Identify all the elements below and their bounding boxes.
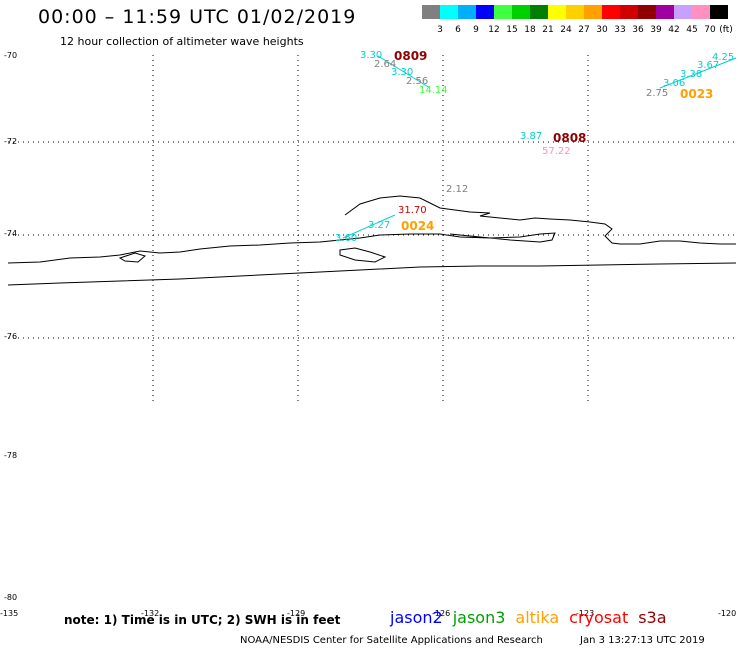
color-scale-swatch bbox=[566, 5, 584, 19]
color-scale-label: 12 bbox=[488, 25, 500, 35]
lat-label: -78 bbox=[4, 451, 18, 460]
swh-label: 2.12 bbox=[446, 184, 469, 195]
color-scale-label: 15 bbox=[506, 25, 518, 35]
color-scale-label: 21 bbox=[542, 25, 554, 35]
color-scale-swatch bbox=[674, 5, 692, 19]
lat-label: -70 bbox=[4, 51, 18, 60]
color-scale-swatch bbox=[494, 5, 512, 19]
ice-shelf-front bbox=[7, 262, 737, 286]
lat-label: -76 bbox=[4, 332, 18, 341]
satellite-legend-item: altika bbox=[515, 608, 560, 627]
satellite-legend-item: s3a bbox=[638, 608, 667, 627]
color-scale-label: 45 bbox=[686, 25, 698, 35]
color-scale-swatch bbox=[548, 5, 566, 19]
color-scale-label: 39 bbox=[650, 25, 662, 35]
swh-label: 31.70 bbox=[398, 205, 427, 216]
color-scale-swatch bbox=[638, 5, 656, 19]
small-island bbox=[118, 252, 147, 263]
swh-label: 3.60 bbox=[335, 233, 358, 244]
color-scale-label: 42 bbox=[668, 25, 680, 35]
swh-label: 2.64 bbox=[374, 59, 397, 70]
swh-label: 14.14 bbox=[419, 85, 448, 96]
color-scale-swatch bbox=[422, 5, 440, 19]
graticule bbox=[8, 55, 736, 405]
altimeter-track bbox=[342, 214, 396, 239]
swh-label: 57.22 bbox=[542, 146, 571, 157]
satellite-legend-item: jason2 bbox=[390, 608, 443, 627]
units-note: note: 1) Time is in UTC; 2) SWH is in fe… bbox=[64, 613, 341, 627]
color-scale-label: 30 bbox=[596, 25, 608, 35]
page-subtitle: 12 hour collection of altimeter wave hei… bbox=[60, 35, 304, 48]
color-scale-swatch bbox=[512, 5, 530, 19]
swh-label: 3.87 bbox=[520, 131, 543, 142]
color-scale-label: 70 bbox=[704, 25, 716, 35]
lat-label: -72 bbox=[4, 137, 18, 146]
satellite-tracks bbox=[342, 55, 737, 239]
color-scale-label: 36 bbox=[632, 25, 644, 35]
swh-label: 4.25 bbox=[712, 52, 735, 63]
coastline-outer bbox=[7, 232, 556, 264]
lon-label: -129 bbox=[287, 609, 306, 618]
color-scale-swatch bbox=[458, 5, 476, 19]
lon-label: -135 bbox=[0, 609, 19, 618]
lon-label: -126 bbox=[432, 609, 451, 618]
swh-label: 3.38 bbox=[680, 69, 703, 80]
color-scale-swatch bbox=[692, 5, 710, 19]
swh-label: 3.67 bbox=[697, 60, 720, 71]
pass-time-label: 0809 bbox=[394, 49, 428, 63]
color-scale-swatch bbox=[620, 5, 638, 19]
lon-label: -132 bbox=[141, 609, 160, 618]
color-scale-swatch bbox=[530, 5, 548, 19]
lat-label: -80 bbox=[4, 593, 18, 602]
coastline bbox=[7, 195, 737, 286]
pass-time-label: 0808 bbox=[553, 131, 587, 145]
color-scale-swatch bbox=[584, 5, 602, 19]
lat-label: -74 bbox=[4, 229, 18, 238]
pass-time-label: 0023 bbox=[680, 87, 714, 101]
swh-label: 3.06 bbox=[663, 78, 686, 89]
generated-timestamp: Jan 3 13:27:13 UTC 2019 bbox=[580, 635, 705, 646]
lon-label: -120 bbox=[718, 609, 737, 618]
swh-label: 2.75 bbox=[646, 88, 669, 99]
lon-label: -123 bbox=[576, 609, 595, 618]
peninsula bbox=[344, 195, 736, 245]
swh-label: 3.27 bbox=[368, 220, 391, 231]
color-scale-swatch bbox=[440, 5, 458, 19]
satellite-legend-item: jason3 bbox=[452, 608, 506, 627]
color-scale-label: 3 bbox=[437, 25, 443, 35]
color-scale-label: 24 bbox=[560, 25, 572, 35]
color-scale-label: 9 bbox=[473, 25, 479, 35]
color-scale-label: 6 bbox=[455, 25, 461, 35]
altimeter-track bbox=[377, 55, 431, 89]
color-scale-label: 33 bbox=[614, 25, 626, 35]
color-scale-swatch bbox=[710, 5, 728, 19]
satellite-legend-item: cryosat bbox=[569, 608, 629, 627]
color-scale-unit: (ft) bbox=[719, 25, 733, 35]
swh-label: 2.56 bbox=[406, 76, 429, 87]
color-scale-swatch bbox=[656, 5, 674, 19]
color-scale-label: 27 bbox=[578, 25, 590, 35]
pass-time-label: 0024 bbox=[401, 219, 435, 233]
color-scale-swatch bbox=[602, 5, 620, 19]
color-scale-swatch bbox=[476, 5, 494, 19]
altimeter-track bbox=[659, 57, 737, 89]
page-title: 00:00 – 11:59 UTC 01/02/2019 bbox=[38, 6, 357, 28]
satellite-legend: jason2 jason3 altika cryosat s3a bbox=[390, 608, 677, 627]
swh-label: 3.30 bbox=[360, 50, 383, 61]
island bbox=[339, 247, 387, 263]
color-scale-label: 18 bbox=[524, 25, 536, 35]
credit-text: NOAA/NESDIS Center for Satellite Applica… bbox=[240, 635, 543, 646]
swh-label: 3.30 bbox=[391, 67, 414, 78]
